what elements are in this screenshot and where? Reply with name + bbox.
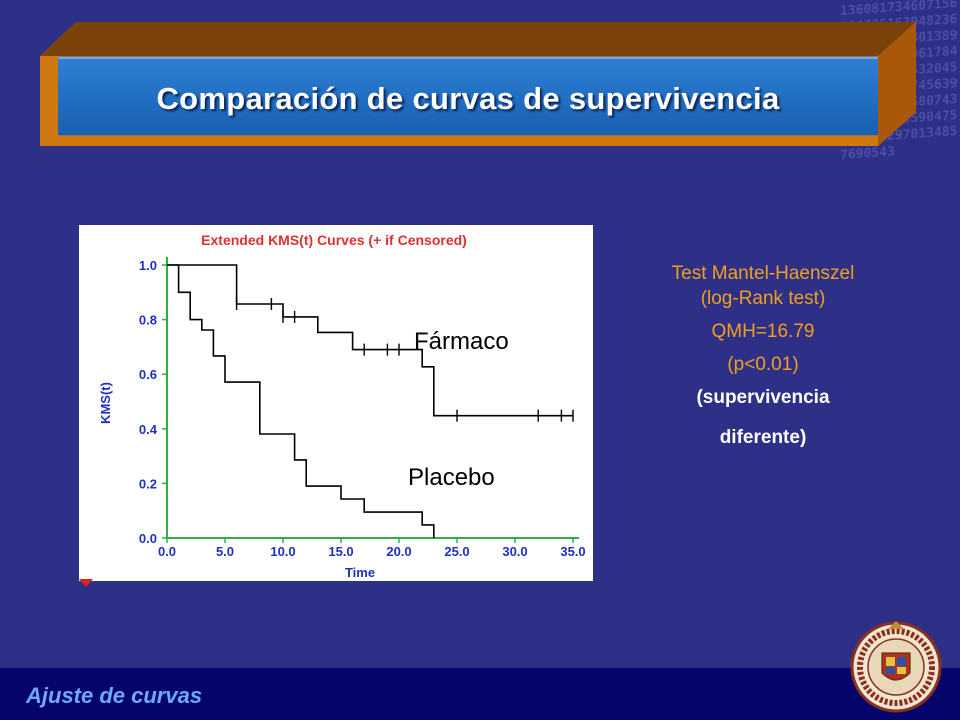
survival-curve-placebo: [167, 264, 435, 538]
conclusion-line-2: diferente): [719, 427, 807, 448]
y-tick-label: 0.2: [139, 476, 157, 491]
university-seal-logo: [850, 621, 942, 713]
x-tick-label: 15.0: [328, 544, 353, 559]
test-statistic: QMH=16.79: [711, 321, 815, 342]
p-value: (p<0.01): [727, 354, 799, 375]
y-tick-label: 0.0: [139, 531, 157, 546]
chart-title: Extended KMS(t) Curves (+ if Censored): [201, 232, 467, 248]
survival-chart: Extended KMS(t) Curves (+ if Censored) K…: [98, 232, 586, 580]
x-tick-label: 20.0: [386, 544, 411, 559]
y-tick-label: 0.6: [139, 367, 157, 382]
red-marker-triangle: [79, 579, 93, 587]
y-tick-label: 0.4: [139, 422, 158, 437]
x-tick-label: 10.0: [270, 544, 295, 559]
x-tick-label: 30.0: [502, 544, 527, 559]
test-name: Test Mantel-Haenszel: [671, 263, 855, 284]
series-label-farmaco: Fármaco: [414, 328, 509, 355]
slide-title: Comparación de curvas de supervivencia: [156, 81, 780, 116]
y-tick-label: 1.0: [139, 258, 157, 273]
chart-y-axis-label: KMS(t): [98, 382, 113, 424]
x-tick-label: 35.0: [560, 544, 585, 559]
x-tick-label: 0.0: [158, 544, 176, 559]
survival-chart-panel: Extended KMS(t) Curves (+ if Censored) K…: [79, 225, 593, 581]
survival-curve-farmaco: [167, 264, 573, 417]
test-results: Test Mantel-Haenszel (log-Rank test) QMH…: [608, 262, 918, 449]
x-tick-label: 25.0: [444, 544, 469, 559]
chart-x-axis-label: Time: [345, 565, 375, 580]
footer-section-label: Ajuste de curvas: [26, 683, 203, 708]
y-tick-label: 0.8: [139, 313, 157, 328]
x-tick-label: 5.0: [216, 544, 234, 559]
series-label-placebo: Placebo: [408, 464, 495, 491]
title-banner: Comparación de curvas de supervivencia: [58, 57, 878, 135]
footer-bar: [0, 668, 960, 720]
test-subtitle: (log-Rank test): [700, 288, 826, 309]
conclusion-line-1: (supervivencia: [696, 387, 830, 408]
